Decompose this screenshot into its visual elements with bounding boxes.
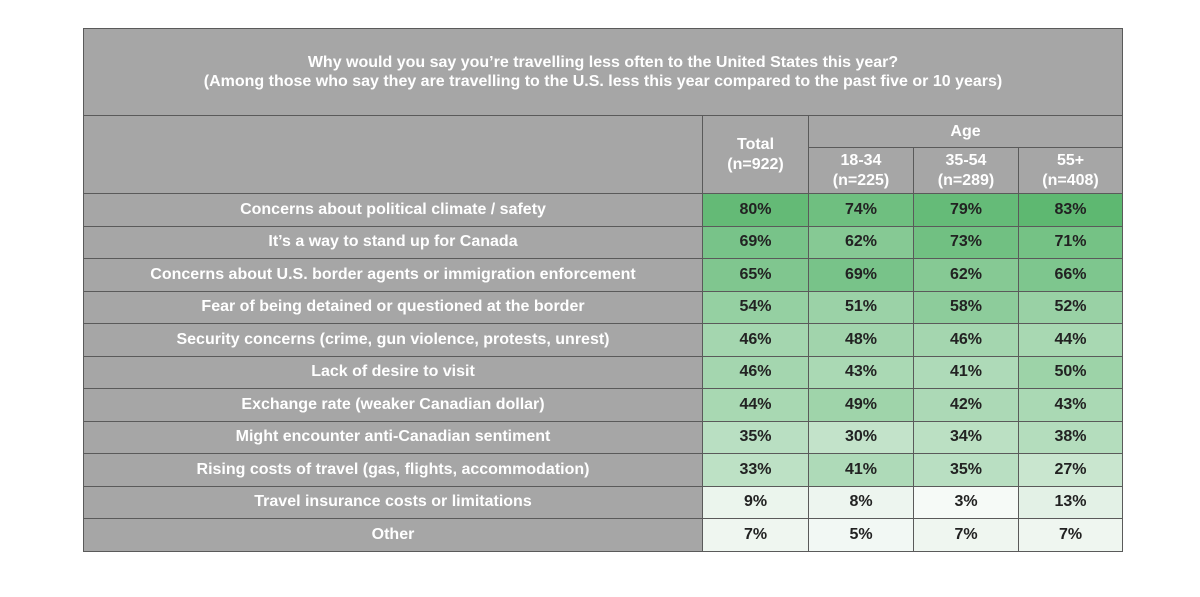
value-cell: 46% bbox=[913, 323, 1019, 357]
value-cell: 41% bbox=[913, 355, 1019, 389]
row-label: Concerns about political climate / safet… bbox=[83, 193, 703, 227]
value-cell: 3% bbox=[913, 485, 1019, 519]
value-cell: 35% bbox=[702, 420, 809, 454]
value-cell: 69% bbox=[808, 258, 914, 292]
group-n: (n=408) bbox=[1042, 171, 1099, 189]
value-cell: 44% bbox=[1017, 323, 1124, 357]
row-label: Other bbox=[83, 518, 703, 552]
value-cell: 38% bbox=[1017, 420, 1124, 454]
value-cell: 35% bbox=[913, 453, 1019, 487]
title-row: Why would you say you’re travelling less… bbox=[82, 28, 1124, 116]
row-label: Concerns about U.S. border agents or imm… bbox=[83, 258, 703, 292]
subtitle: (Among those who say they are travelling… bbox=[203, 73, 1003, 90]
group-header: 35-54 (n=289) bbox=[913, 147, 1019, 194]
value-cell: 69% bbox=[702, 225, 809, 259]
value-cell: 8% bbox=[808, 485, 914, 519]
value-cell: 44% bbox=[702, 388, 809, 422]
data-row: Security concerns (crime, gun violence, … bbox=[83, 323, 1124, 357]
value-cell: 65% bbox=[702, 258, 809, 292]
age-header: Age bbox=[807, 115, 1124, 148]
title: Why would you say you’re travelling less… bbox=[307, 54, 899, 71]
data-row: Concerns about political climate / safet… bbox=[83, 193, 1124, 227]
value-cell: 54% bbox=[702, 290, 809, 324]
value-cell: 41% bbox=[808, 453, 914, 487]
row-label: Travel insurance costs or limitations bbox=[83, 485, 703, 519]
group-n: (n=289) bbox=[937, 171, 995, 189]
row-label: Exchange rate (weaker Canadian dollar) bbox=[83, 388, 703, 422]
row-label: Might encounter anti-Canadian sentiment bbox=[83, 420, 703, 454]
value-cell: 43% bbox=[1017, 388, 1124, 422]
value-cell: 66% bbox=[1017, 258, 1124, 292]
value-cell: 62% bbox=[913, 258, 1019, 292]
value-cell: 46% bbox=[702, 323, 809, 357]
value-cell: 27% bbox=[1017, 453, 1124, 487]
total-n: (n=922) bbox=[727, 155, 784, 173]
value-cell: 13% bbox=[1017, 485, 1124, 519]
header-row: Total (n=922) Age bbox=[83, 115, 1124, 194]
group-label: 35-54 bbox=[945, 151, 987, 169]
value-cell: 5% bbox=[808, 518, 914, 552]
survey-table: Why would you say you’re travelling less… bbox=[82, 28, 1124, 552]
row-label: Rising costs of travel (gas, flights, ac… bbox=[83, 453, 703, 487]
value-cell: 42% bbox=[913, 388, 1019, 422]
value-cell: 62% bbox=[808, 225, 914, 259]
value-cell: 73% bbox=[913, 225, 1019, 259]
value-cell: 83% bbox=[1017, 193, 1124, 227]
data-row: Concerns about U.S. border agents or imm… bbox=[83, 258, 1124, 292]
value-cell: 46% bbox=[702, 355, 809, 389]
header-total: Total (n=922) bbox=[702, 115, 809, 194]
value-cell: 7% bbox=[1017, 518, 1124, 552]
value-cell: 43% bbox=[808, 355, 914, 389]
value-cell: 71% bbox=[1017, 225, 1124, 259]
value-cell: 30% bbox=[808, 420, 914, 454]
row-label: It’s a way to stand up for Canada bbox=[83, 225, 703, 259]
group-label: 18-34 bbox=[840, 151, 882, 169]
group-header: 55+ (n=408) bbox=[1017, 147, 1124, 194]
group-header: 18-34 (n=225) bbox=[808, 147, 914, 194]
data-row: Fear of being detained or questioned at … bbox=[83, 290, 1124, 324]
value-cell: 34% bbox=[913, 420, 1019, 454]
title-cell: Why would you say you’re travelling less… bbox=[82, 28, 1124, 116]
value-cell: 79% bbox=[913, 193, 1019, 227]
data-row: Other 7% 5% 7% 7% bbox=[83, 518, 1124, 552]
group-n: (n=225) bbox=[832, 171, 890, 189]
data-row: Might encounter anti-Canadian sentiment 3… bbox=[83, 420, 1124, 454]
table-wrap: Why would you say you’re travelling less… bbox=[82, 28, 1124, 552]
value-cell: 51% bbox=[808, 290, 914, 324]
data-row: Exchange rate (weaker Canadian dollar) 44… bbox=[83, 388, 1124, 422]
total-label: Total bbox=[736, 135, 775, 153]
value-cell: 80% bbox=[702, 193, 809, 227]
value-cell: 49% bbox=[808, 388, 914, 422]
data-row: Lack of desire to visit 46% 43% 41% 50% bbox=[83, 355, 1124, 389]
data-row: Rising costs of travel (gas, flights, ac… bbox=[83, 453, 1124, 487]
group-label: 55+ bbox=[1056, 151, 1085, 169]
row-label: Lack of desire to visit bbox=[83, 355, 703, 389]
header-blank bbox=[83, 115, 703, 194]
value-cell: 52% bbox=[1017, 290, 1124, 324]
value-cell: 74% bbox=[808, 193, 914, 227]
table-body: Why would you say you’re travelling less… bbox=[82, 28, 1124, 552]
value-cell: 48% bbox=[808, 323, 914, 357]
data-row: It’s a way to stand up for Canada 69% 62% 7… bbox=[83, 225, 1124, 259]
value-cell: 33% bbox=[702, 453, 809, 487]
value-cell: 50% bbox=[1017, 355, 1124, 389]
value-cell: 9% bbox=[702, 485, 809, 519]
value-cell: 58% bbox=[913, 290, 1019, 324]
group-row: 18-34 (n=225) 35-54 (n=289) 55+ (n=408) bbox=[84, 147, 1124, 194]
value-cell: 7% bbox=[913, 518, 1019, 552]
row-label: Fear of being detained or questioned at … bbox=[83, 290, 703, 324]
row-label: Security concerns (crime, gun violence, … bbox=[83, 323, 703, 357]
value-cell: 7% bbox=[702, 518, 809, 552]
data-row: Travel insurance costs or limitations 9% 8… bbox=[83, 485, 1124, 519]
